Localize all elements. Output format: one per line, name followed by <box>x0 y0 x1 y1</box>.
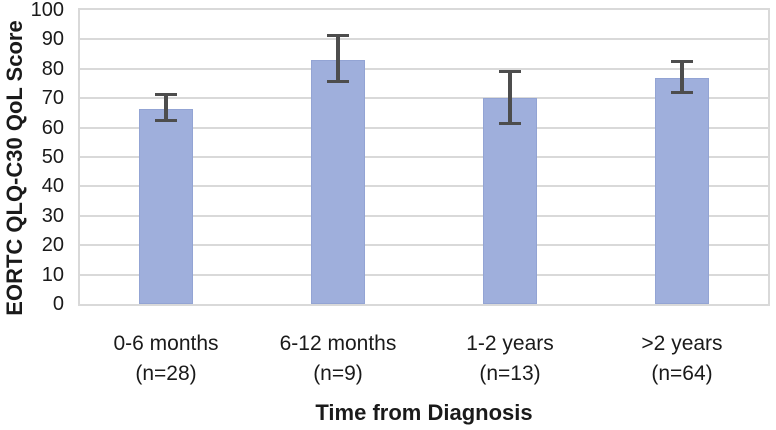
y-tick-label: 40 <box>41 175 64 198</box>
x-category-n: (n=13) <box>479 362 541 385</box>
x-category-n: (n=9) <box>313 362 363 385</box>
error-bar-cap-top <box>155 93 177 97</box>
gridline <box>80 126 768 129</box>
y-tick-label: 0 <box>52 293 64 315</box>
error-bar-line <box>164 95 168 121</box>
x-category-label: 6-12 months (n=9) <box>252 329 424 389</box>
y-tick-label: 100 <box>30 0 64 21</box>
y-tick-label: 70 <box>41 87 64 110</box>
y-tick-label: 30 <box>41 204 64 227</box>
gridline <box>80 273 768 276</box>
gridline <box>80 185 768 188</box>
x-category-label: 1-2 years (n=13) <box>424 329 596 389</box>
x-category-name: 6-12 months <box>279 332 397 355</box>
x-category-label: >2 years (n=64) <box>596 329 768 389</box>
gridline <box>80 67 768 70</box>
x-category-label: 0-6 months (n=28) <box>80 329 252 389</box>
error-bar-cap-bottom <box>327 79 349 83</box>
x-axis-title: Time from Diagnosis <box>315 400 533 425</box>
chart-bar <box>139 108 193 304</box>
y-tick-label: 20 <box>41 234 64 257</box>
error-bar-cap-top <box>327 34 349 38</box>
error-bar-line <box>680 62 684 93</box>
gridline <box>80 156 768 158</box>
error-bar-line <box>508 71 512 124</box>
error-bar-cap-bottom <box>671 91 693 95</box>
error-bar-cap-bottom <box>499 122 521 126</box>
gridline <box>80 38 768 41</box>
gridline <box>80 244 768 247</box>
plot-area <box>78 8 770 306</box>
chart-bar <box>483 98 537 304</box>
error-bar-cap-bottom <box>155 119 177 123</box>
y-tick-label: 60 <box>41 116 64 139</box>
chart-bar <box>311 59 365 304</box>
x-category-n: (n=28) <box>135 362 197 385</box>
x-category-name: 0-6 months <box>113 332 219 355</box>
y-tick-label: 80 <box>41 57 64 80</box>
y-tick-label: 90 <box>41 28 64 51</box>
error-bar-cap-top <box>671 60 693 64</box>
x-category-name: 1-2 years <box>466 332 554 355</box>
error-bar-line <box>336 36 340 81</box>
x-category-name: >2 years <box>641 332 723 355</box>
x-category-n: (n=64) <box>651 362 713 385</box>
error-bar-cap-top <box>499 69 521 73</box>
y-tick-label: 10 <box>41 263 64 286</box>
chart-bar <box>655 77 709 304</box>
y-tick-label: 50 <box>41 146 64 168</box>
gridline <box>80 97 768 100</box>
gridline <box>80 214 768 217</box>
